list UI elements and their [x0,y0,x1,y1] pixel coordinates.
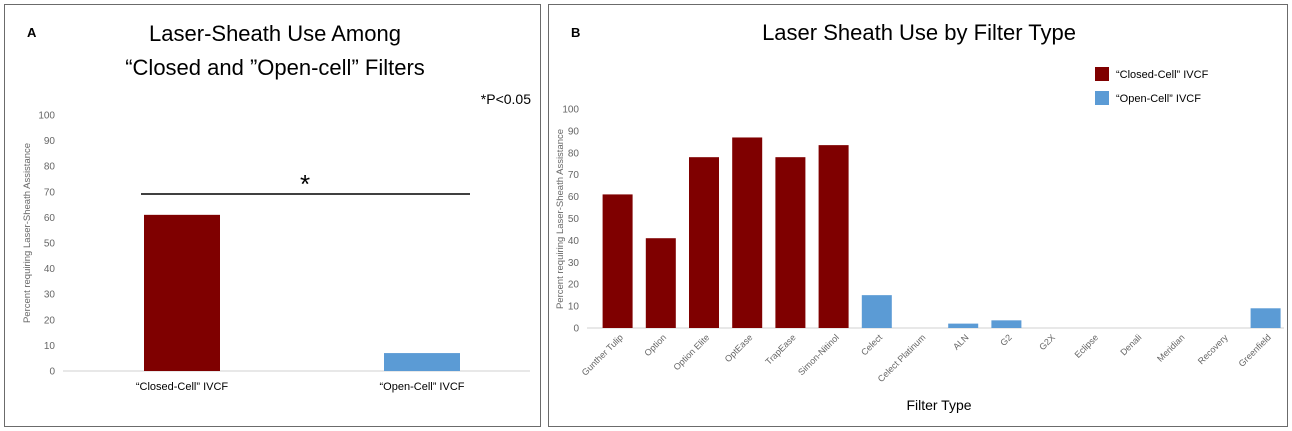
panel-b-ytick-label: 60 [568,192,580,203]
panel-a-significance-marker: * [300,169,310,199]
panel-b-chart: B Laser Sheath Use by Filter Type “Close… [555,20,1284,413]
panel-a-chart: A Laser-Sheath Use Among “Closed and ”Op… [22,21,531,393]
panel-b-label: B [571,25,580,40]
panel-b-x-labels: Gunther Tulip Option Option Elite OptEase Tr… [580,332,1273,384]
panel-a-category-label: “Closed-Cell” IVCF [136,381,229,393]
panel-a-ytick-label: 50 [44,239,56,250]
panel-b-bar [818,145,849,328]
panel-a-frame: A Laser-Sheath Use Among “Closed and ”Op… [4,4,541,427]
panel-a-ylabel: Percent requiring Laser-Sheath Assistanc… [22,143,33,323]
panel-b-ytick-label: 40 [568,236,580,247]
panel-a-bars [144,214,460,371]
panel-a-ytick-label: 20 [44,315,56,326]
panel-b-frame: B Laser Sheath Use by Filter Type “Close… [548,4,1288,427]
panel-b-ytick-label: 0 [573,324,579,335]
panel-b-category-label: G2X [1037,332,1057,352]
panel-a-ytick-label: 90 [44,136,56,147]
panel-b-ytick-label: 100 [562,105,579,116]
panel-b-category-label: Celect [859,332,884,357]
legend-swatch-closed-cell [1095,67,1109,81]
panel-a-ytick-label: 100 [38,111,55,122]
panel-b-ytick-label: 20 [568,280,580,291]
panel-a-bar [144,214,220,371]
panel-b-category-label: Eclipse [1073,332,1101,360]
panel-b-category-label: Meridian [1155,332,1186,363]
panel-b-ytick-label: 10 [568,302,580,313]
panel-b-bar [948,323,979,328]
panel-a-ytick-label: 80 [44,162,56,173]
legend-label-open-cell: “Open-Cell” IVCF [1116,93,1201,105]
panel-b-category-label: Option Elite [671,332,711,372]
panel-b-category-label: G2 [998,332,1014,348]
panel-b-ytick-label: 80 [568,148,580,159]
panel-a-ytick-label: 60 [44,213,56,224]
panel-a-x-labels: “Closed-Cell” IVCF “Open-Cell” IVCF [136,381,465,393]
panel-a-ytick-label: 0 [49,367,55,378]
panel-b-ytick-label: 70 [568,170,580,181]
panel-b-bar [775,157,806,328]
panel-b-category-label: Gunther Tulip [580,332,625,377]
panel-b-bar [732,137,763,328]
panel-b-bar [861,295,892,328]
panel-b-bars [602,137,1281,328]
panel-b-bar [602,194,633,328]
panel-b-category-label: Denali [1118,332,1143,357]
panel-a-title-line-2: “Closed and ”Open-cell” Filters [125,55,425,80]
panel-b-bar [689,157,719,328]
panel-b-ylabel: Percent requiring Laser-Sheath Assistanc… [555,129,566,309]
panel-a-y-ticks: 0 10 20 30 40 50 60 70 80 90 100 [38,111,55,378]
legend-label-closed-cell: “Closed-Cell” IVCF [1116,69,1209,81]
panel-b-legend: “Closed-Cell” IVCF “Open-Cell” IVCF [1095,67,1209,105]
panel-a-category-label: “Open-Cell” IVCF [380,381,465,393]
panel-a-ytick-label: 30 [44,290,56,301]
panel-b-bar [1250,308,1281,328]
panel-b-bar [645,238,676,328]
panel-a-title-line-1: Laser-Sheath Use Among [149,21,401,46]
panel-b-ytick-label: 50 [568,214,580,225]
panel-a-label: A [27,25,37,40]
panel-a-bar [384,353,460,371]
panel-a-ytick-label: 70 [44,187,56,198]
legend-swatch-open-cell [1095,91,1109,105]
panel-b-title: Laser Sheath Use by Filter Type [762,20,1076,45]
panel-a-ytick-label: 10 [44,341,56,352]
panel-b-category-label: ALN [951,332,970,351]
panel-b-bar [991,320,1022,328]
panel-b-category-label: OptEase [723,332,755,364]
panel-b-category-label: TrapEase [763,332,797,366]
panel-b-y-ticks: 0 10 20 30 40 50 60 70 80 90 100 [562,105,579,335]
panel-b-xlabel: Filter Type [906,397,971,413]
panel-a-significance-note: *P<0.05 [481,91,531,107]
panel-b-category-label: Greenfield [1237,332,1273,368]
panel-b-category-label: Simon-Nitinol [796,332,841,377]
panel-b-ytick-label: 30 [568,258,580,269]
panel-a-ytick-label: 40 [44,264,56,275]
panel-b-category-label: Option [642,332,668,358]
panel-b-ytick-label: 90 [568,126,580,137]
panel-b-category-label: Recovery [1196,332,1230,366]
